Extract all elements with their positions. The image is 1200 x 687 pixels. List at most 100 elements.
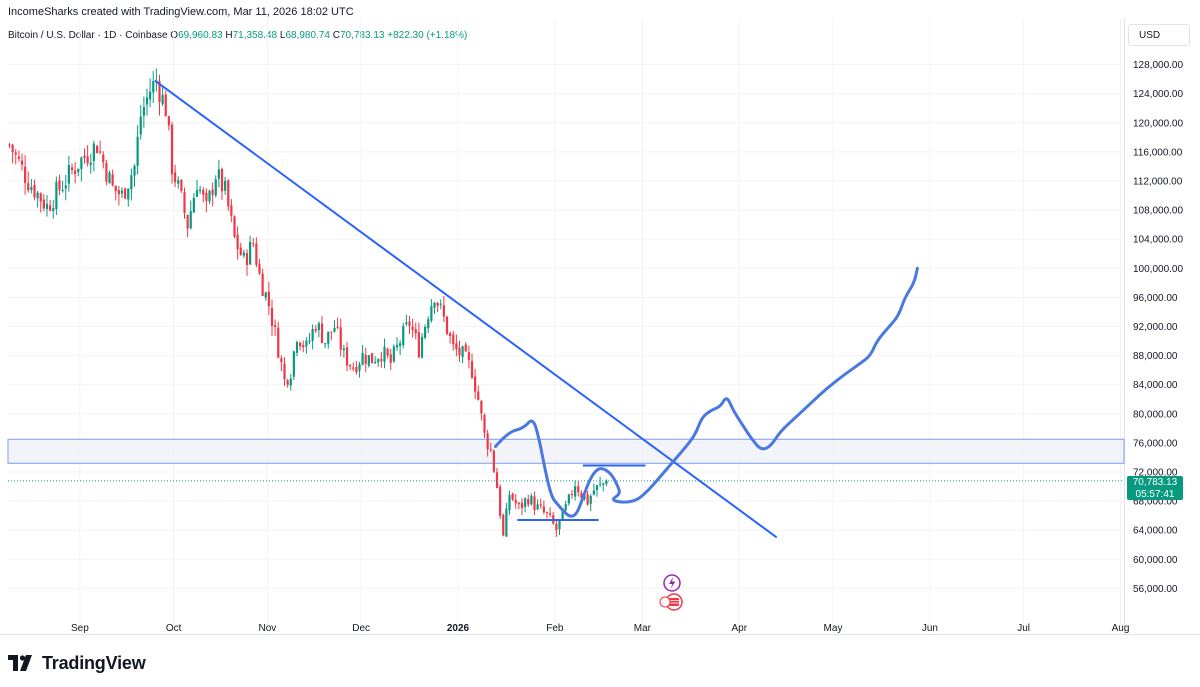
- candle-body: [199, 189, 202, 192]
- candle-body: [574, 486, 577, 497]
- candle-body: [170, 124, 174, 175]
- candle-body: [133, 165, 136, 176]
- candle-body: [111, 174, 114, 186]
- candle-body: [108, 172, 111, 184]
- candle-body: [274, 324, 277, 327]
- candle-body: [205, 192, 208, 201]
- bar-countdown: 05:57:41: [1135, 489, 1175, 500]
- candle-body: [202, 189, 205, 195]
- candle-body: [467, 352, 470, 360]
- candle-body: [349, 365, 352, 367]
- candle-body: [8, 144, 11, 146]
- candle-body: [217, 169, 220, 179]
- candle-body: [42, 199, 45, 209]
- candle-body: [508, 495, 511, 511]
- candle-body: [505, 508, 508, 537]
- candle-body: [239, 247, 242, 255]
- candle-body: [20, 160, 24, 165]
- candle-body: [214, 179, 217, 196]
- candle-body: [11, 144, 14, 153]
- time-tick-label: Feb: [546, 623, 564, 634]
- candle-body: [527, 498, 530, 505]
- candle-body: [327, 331, 330, 344]
- candle-body: [105, 162, 108, 182]
- time-axis: Sep Oct Nov Dec 2026 Feb Mar Apr May Jun Jul Aug: [71, 623, 1129, 634]
- candle-body: [92, 143, 95, 161]
- candle-body: [558, 519, 561, 530]
- currency-button[interactable]: USD: [1128, 24, 1190, 46]
- open-value: 69,960.83: [178, 30, 223, 41]
- candle-body: [211, 189, 214, 195]
- candle-body: [14, 152, 17, 155]
- price-tick-label: 100,000.00: [1133, 264, 1183, 275]
- candle-body: [49, 205, 52, 211]
- candle-body: [355, 366, 358, 373]
- candle-body: [295, 342, 299, 353]
- symbol-title[interactable]: Bitcoin / U.S. Dollar · 1D · Coinbase: [8, 30, 168, 41]
- candle-body: [520, 502, 524, 509]
- candle-body: [483, 415, 486, 433]
- candle-body: [283, 363, 286, 380]
- last-price-badge: 70,783.13 05:57:41: [1127, 476, 1183, 500]
- candle-body: [174, 172, 177, 183]
- resistance-zone-rect: [7, 438, 1125, 464]
- candle-body: [502, 514, 505, 536]
- time-tick-label: May: [824, 623, 843, 634]
- footer-brand: TradingView: [8, 652, 146, 674]
- time-tick-label: Mar: [634, 623, 652, 634]
- candle-body: [80, 157, 83, 169]
- supply-zone: [7, 438, 1125, 464]
- candle-body: [220, 169, 224, 192]
- candle-body: [264, 292, 267, 298]
- candle-body: [74, 170, 77, 175]
- candle-body: [289, 378, 292, 386]
- candle-body: [449, 333, 452, 336]
- candle-body: [383, 346, 386, 362]
- candle-body: [345, 347, 349, 366]
- candle-body: [402, 326, 405, 346]
- candle-body: [592, 490, 595, 495]
- candle-body: [430, 306, 433, 321]
- candle-body: [374, 362, 377, 364]
- candle-body: [439, 303, 442, 305]
- candle-body: [455, 343, 458, 350]
- candle-body: [567, 494, 570, 504]
- price-projection-path: [494, 266, 919, 518]
- candle-body: [499, 486, 502, 516]
- time-tick-label: Jun: [922, 623, 938, 634]
- event-markers: [659, 574, 683, 611]
- candle-body: [555, 523, 558, 531]
- candle-body: [367, 355, 370, 366]
- candle-body: [586, 494, 589, 505]
- candle-body: [320, 323, 324, 343]
- candle-body: [477, 391, 480, 400]
- candle-body: [161, 94, 164, 104]
- downtrend-line: [154, 79, 778, 539]
- candle-body: [277, 327, 280, 358]
- candle-body: [524, 498, 527, 507]
- candle-body: [533, 496, 536, 511]
- time-axis-border: [0, 634, 1200, 635]
- candle-body: [495, 472, 499, 489]
- candle-body: [195, 190, 199, 197]
- candle-body: [255, 243, 258, 265]
- candle-body: [124, 188, 127, 199]
- candle-body: [589, 496, 592, 504]
- candle-body: [549, 512, 552, 515]
- candle-body: [461, 346, 464, 358]
- tradingview-logo-icon: [8, 655, 32, 671]
- candle-body: [292, 351, 295, 377]
- candle-body: [517, 502, 520, 505]
- candle-body: [602, 483, 605, 485]
- candle-body: [433, 302, 436, 308]
- candle-body: [480, 400, 483, 414]
- candle-body: [30, 187, 33, 191]
- candle-body: [370, 353, 374, 364]
- candle-body: [339, 327, 342, 350]
- candle-body: [233, 216, 236, 237]
- pane-separator: [1124, 18, 1125, 635]
- candle-body: [511, 493, 514, 500]
- price-tick-label: 88,000.00: [1133, 351, 1178, 362]
- candle-body: [177, 180, 180, 184]
